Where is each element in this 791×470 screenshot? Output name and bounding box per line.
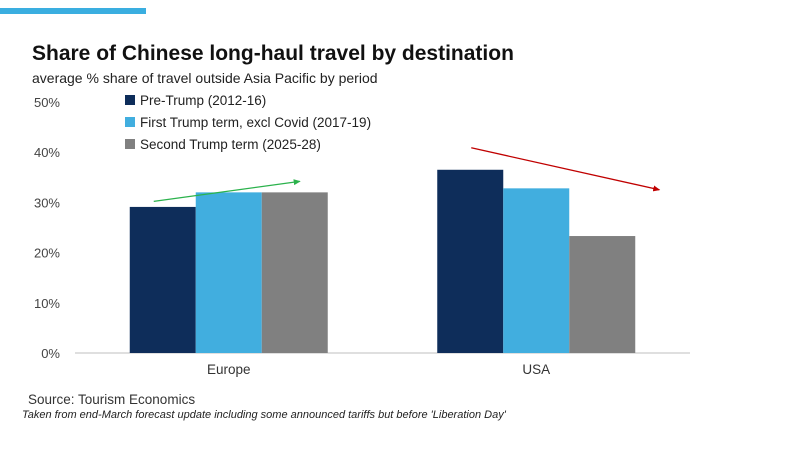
chart-subtitle: average % share of travel outside Asia P… [32, 70, 378, 86]
x-tick-label: USA [522, 362, 550, 377]
legend-label: Second Trump term (2025-28) [140, 137, 321, 152]
legend-swatch [125, 117, 135, 127]
footnote: Taken from end-March forecast update inc… [22, 409, 506, 421]
bar-europe-series-1 [129, 206, 196, 353]
y-tick-label: 20% [34, 246, 60, 261]
accent-bar [0, 8, 146, 14]
y-tick-label: 30% [34, 195, 60, 210]
bar-usa-series-2 [503, 188, 570, 353]
y-tick-label: 0% [41, 346, 60, 361]
chart-title: Share of Chinese long-haul travel by des… [32, 42, 514, 65]
legend-swatch [125, 139, 135, 149]
trend-arrow-down-icon [471, 147, 661, 192]
trend-arrow-up-icon [153, 179, 301, 203]
legend-swatch [125, 95, 135, 105]
bar-usa-series-1 [437, 169, 504, 353]
y-tick-label: 10% [34, 296, 60, 311]
y-tick-label: 50% [34, 95, 60, 110]
y-tick-label: 40% [34, 145, 60, 160]
bar-europe-series-3 [261, 192, 328, 353]
bar-europe-series-2 [195, 192, 262, 353]
legend-label: First Trump term, excl Covid (2017-19) [140, 115, 371, 130]
legend-label: Pre-Trump (2012-16) [140, 93, 266, 108]
source-note: Source: Tourism Economics [28, 392, 196, 407]
bar-usa-series-3 [569, 236, 636, 353]
x-tick-label: Europe [207, 362, 251, 377]
